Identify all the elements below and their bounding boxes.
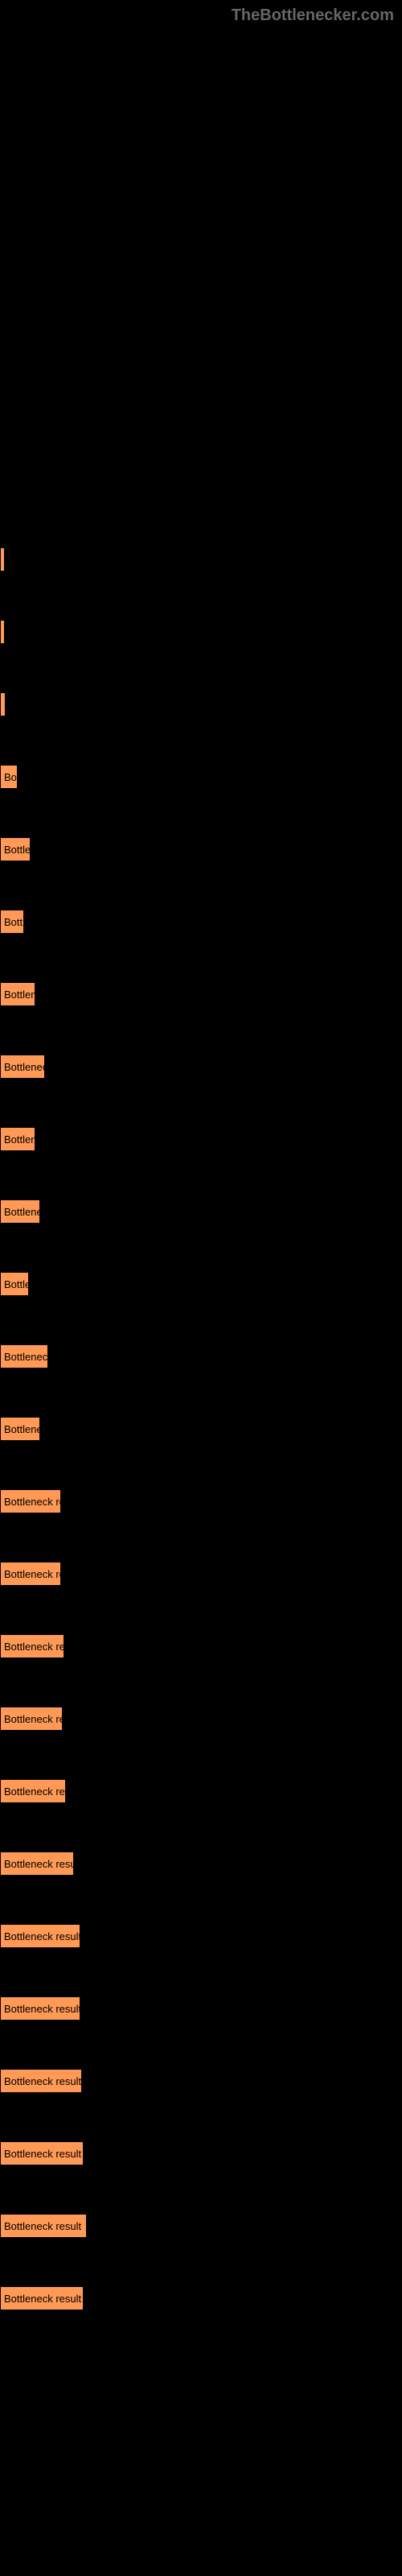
- chart-bar: Bottleneck result: [0, 1924, 80, 1948]
- chart-row: Bottleneck result: [0, 2069, 402, 2093]
- chart-row: Bottleneck result: [0, 1707, 402, 1731]
- bar-wrapper: Bottleneck: [0, 837, 402, 861]
- bar-wrapper: Bottleneck re: [0, 1199, 402, 1224]
- bar-wrapper: Bottleneck result: [0, 1779, 402, 1803]
- bar-label: Bottleneck resul: [4, 1351, 79, 1363]
- chart-row: Bottleneck: [0, 837, 402, 861]
- chart-row: Bottleneck result: [0, 1924, 402, 1948]
- bar-label: Bottleneck: [4, 844, 53, 856]
- chart-row: Bottleneck result: [0, 1634, 402, 1658]
- chart-bar: Bottleneck result: [0, 1852, 74, 1876]
- bar-label: Bottleneck result: [4, 1641, 81, 1653]
- chart-bar: Bottleneck r: [0, 1127, 35, 1151]
- bar-label: Bottleneck result: [4, 1496, 81, 1508]
- chart-bar: Bottleneck result: [0, 1489, 61, 1513]
- bar-wrapper: [0, 692, 402, 716]
- chart-container: BottleBottleneckBottlenBottleneck rBottl…: [0, 547, 402, 2310]
- chart-bar: Bottleneck r: [0, 982, 35, 1006]
- bar-wrapper: Bottleneck re: [0, 1417, 402, 1441]
- chart-row: Bottleneck r: [0, 1127, 402, 1151]
- bar-wrapper: Bottleneck r: [0, 1127, 402, 1151]
- bar-wrapper: [0, 547, 402, 572]
- bar-wrapper: Bottleneck resul: [0, 1344, 402, 1368]
- chart-row: Bottleneck result: [0, 1996, 402, 2021]
- watermark-text: TheBottlenecker.com: [232, 6, 394, 25]
- chart-bar: Bottle: [0, 765, 18, 789]
- bar-label: Bottleneck result: [4, 1785, 81, 1798]
- bar-wrapper: Bottleneck result: [0, 1996, 402, 2021]
- chart-row: Bottleneck result: [0, 2286, 402, 2310]
- bar-wrapper: Bottleneck result: [0, 1634, 402, 1658]
- chart-row: Bottleneck resu: [0, 1055, 402, 1079]
- chart-row: Bottleneck re: [0, 1417, 402, 1441]
- chart-bar: Bottleneck result: [0, 1996, 80, 2021]
- chart-row: Bottleneck r: [0, 982, 402, 1006]
- chart-row: Bottleneck result: [0, 2214, 402, 2238]
- chart-bar: Bottleneck re: [0, 1417, 40, 1441]
- chart-bar: Bottleneck result: [0, 1562, 61, 1586]
- bar-label: Bottleneck result: [4, 2075, 81, 2087]
- bar-label: Bottleneck result: [4, 2293, 81, 2305]
- chart-row: Bottleneck result: [0, 1489, 402, 1513]
- bar-label: Bottleneck resu: [4, 1061, 76, 1073]
- chart-bar: Bottleneck result: [0, 1707, 63, 1731]
- chart-bar: Bottleneck result: [0, 1779, 66, 1803]
- bar-label: Bottleneck r: [4, 989, 59, 1001]
- bar-wrapper: Bottleneck result: [0, 2069, 402, 2093]
- chart-row: Bottleneck resul: [0, 1344, 402, 1368]
- bar-label: Bottleneck result: [4, 1713, 81, 1725]
- bar-label: Bottleneck re: [4, 1423, 65, 1435]
- bar-wrapper: Bottleneck result: [0, 2286, 402, 2310]
- chart-bar: Bottleneck result: [0, 2141, 84, 2165]
- bar-label: Bottleneck result: [4, 1930, 81, 1942]
- chart-row: Bottlenec: [0, 1272, 402, 1296]
- chart-row: Bottleneck re: [0, 1199, 402, 1224]
- chart-bar: Bottleneck result: [0, 2286, 84, 2310]
- bar-wrapper: Bottleneck result: [0, 1924, 402, 1948]
- bar-label: Bottleneck r: [4, 1133, 59, 1146]
- bar-label: Bottleneck result: [4, 1858, 81, 1870]
- chart-bar: Bottleneck resu: [0, 1055, 45, 1079]
- bar-label: Bottleneck re: [4, 1206, 65, 1218]
- bar-wrapper: Bottleneck result: [0, 1707, 402, 1731]
- chart-bar: Bottleneck: [0, 837, 31, 861]
- chart-row: Bottleneck result: [0, 1779, 402, 1803]
- chart-bar: Bottleneck result: [0, 2069, 82, 2093]
- bar-label: Bottleneck result: [4, 2148, 81, 2160]
- chart-bar: Bottleneck re: [0, 1199, 40, 1224]
- chart-row: Bottleneck result: [0, 1562, 402, 1586]
- chart-bar: Bottleneck result: [0, 2214, 87, 2238]
- chart-row: Bottleneck result: [0, 2141, 402, 2165]
- chart-row: Bottle: [0, 765, 402, 789]
- bar-wrapper: Bottleneck resu: [0, 1055, 402, 1079]
- bar-wrapper: Bottleneck result: [0, 1562, 402, 1586]
- bar-wrapper: Bottle: [0, 765, 402, 789]
- bar-wrapper: Bottlen: [0, 910, 402, 934]
- chart-bar: Bottleneck result: [0, 1634, 64, 1658]
- bar-wrapper: Bottleneck result: [0, 1852, 402, 1876]
- chart-row: Bottlen: [0, 910, 402, 934]
- chart-row: [0, 620, 402, 644]
- chart-bar: Bottleneck resul: [0, 1344, 48, 1368]
- chart-row: [0, 547, 402, 572]
- bar-wrapper: Bottleneck result: [0, 2214, 402, 2238]
- chart-row: Bottleneck result: [0, 1852, 402, 1876]
- chart-bar: Bottlenec: [0, 1272, 29, 1296]
- chart-bar: [0, 547, 5, 572]
- chart-bar: [0, 692, 6, 716]
- bar-label: Bottleneck result: [4, 2220, 81, 2232]
- bar-wrapper: Bottlenec: [0, 1272, 402, 1296]
- bar-wrapper: [0, 620, 402, 644]
- chart-row: [0, 692, 402, 716]
- bar-label: Bottleneck result: [4, 2003, 81, 2015]
- bar-label: Bottle: [4, 771, 31, 783]
- bar-wrapper: Bottleneck r: [0, 982, 402, 1006]
- bar-label: Bottlen: [4, 916, 36, 928]
- chart-bar: [0, 620, 5, 644]
- bar-label: Bottlenec: [4, 1278, 47, 1290]
- bar-wrapper: Bottleneck result: [0, 1489, 402, 1513]
- bar-wrapper: Bottleneck result: [0, 2141, 402, 2165]
- bar-label: Bottleneck result: [4, 1568, 81, 1580]
- chart-bar: Bottlen: [0, 910, 24, 934]
